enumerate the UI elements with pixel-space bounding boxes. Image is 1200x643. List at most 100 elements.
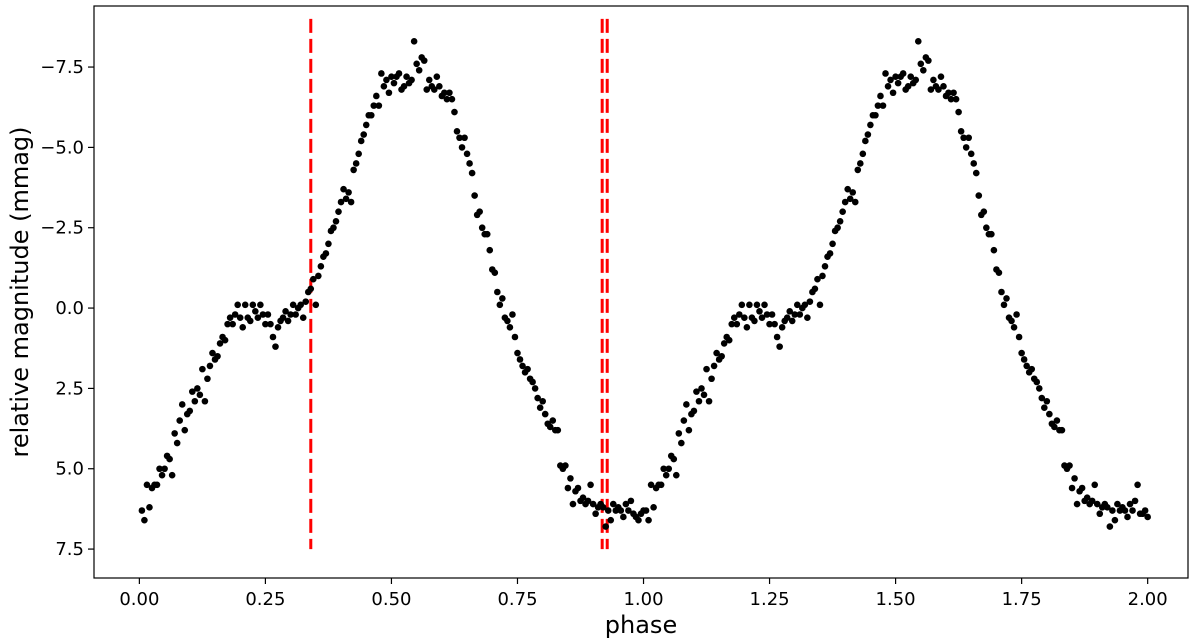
data-point [466, 160, 473, 167]
data-point [650, 504, 657, 511]
data-point [196, 391, 204, 399]
data-point [1035, 385, 1043, 392]
data-point [161, 465, 168, 473]
data-point [756, 307, 763, 315]
data-point [403, 73, 410, 80]
data-point [925, 57, 932, 64]
data-point [872, 111, 879, 119]
data-point [690, 407, 698, 415]
data-point [965, 134, 972, 142]
data-point [267, 320, 274, 328]
x-tick-label: 0.25 [245, 589, 285, 610]
y-axis-label: relative magnitude (mmag) [6, 126, 34, 457]
data-point [670, 455, 678, 463]
data-point [509, 311, 516, 318]
data-point [388, 73, 395, 80]
data-point [564, 484, 572, 492]
data-point [736, 311, 743, 318]
data-point [191, 397, 199, 405]
data-point [718, 352, 725, 360]
data-point [491, 269, 499, 277]
y-tick-label: −7.5 [40, 57, 84, 78]
data-point [647, 481, 655, 489]
data-point [292, 311, 299, 318]
data-point [1028, 365, 1036, 373]
data-point [1053, 417, 1061, 424]
data-point [960, 134, 967, 142]
data-point [819, 272, 826, 280]
data-point [738, 301, 746, 309]
data-point [549, 417, 557, 424]
vertical-marker-lines [309, 18, 609, 550]
data-point [927, 86, 935, 93]
data-point [332, 218, 340, 225]
data-point [342, 195, 350, 203]
data-point [194, 385, 201, 392]
data-point [249, 301, 257, 309]
data-point [1023, 362, 1030, 370]
data-point [998, 288, 1005, 296]
data-point [496, 301, 504, 309]
data-point [425, 76, 433, 84]
data-point [1051, 423, 1058, 431]
data-point [1013, 311, 1020, 318]
data-point [461, 134, 468, 142]
data-point [171, 430, 178, 437]
data-point [206, 362, 214, 370]
data-point [224, 320, 231, 328]
data-point [617, 507, 625, 514]
data-point [814, 275, 821, 283]
data-point [362, 121, 370, 129]
y-tick-label: 5.0 [55, 459, 84, 480]
data-point [940, 83, 947, 90]
data-point [451, 108, 458, 116]
data-point [1088, 497, 1096, 505]
data-point [400, 83, 408, 90]
data-point [514, 349, 521, 357]
data-point [234, 301, 241, 309]
data-point [622, 500, 630, 508]
data-point [627, 497, 635, 505]
data-point [904, 83, 912, 90]
plot-area-frame [93, 5, 1189, 579]
x-tick-label: 0.75 [497, 589, 537, 610]
data-point [874, 102, 882, 109]
data-point [1134, 481, 1141, 489]
data-point [766, 320, 773, 328]
data-point [297, 301, 305, 309]
data-point [360, 131, 368, 138]
data-point [935, 86, 942, 93]
data-point [894, 79, 902, 87]
data-point [859, 150, 867, 158]
data-point [1091, 481, 1099, 489]
x-tick-label: 1.25 [750, 589, 790, 610]
data-point [1008, 317, 1015, 325]
x-axis-ticks: 0.00 0.25 0.50 0.75 1.00 1.25 1.50 1.75 2.00 [119, 578, 1168, 610]
data-point [229, 320, 236, 328]
data-point [914, 38, 922, 45]
data-point [657, 481, 665, 489]
data-point [771, 320, 778, 328]
data-point [456, 134, 463, 142]
data-point [441, 89, 448, 97]
data-point [453, 128, 461, 135]
data-point [554, 426, 562, 434]
data-point [887, 76, 894, 84]
data-point [592, 510, 599, 518]
data-point [423, 86, 431, 93]
data-point [541, 410, 549, 418]
data-point [713, 349, 720, 357]
data-point [776, 343, 783, 350]
data-point [1020, 356, 1028, 363]
data-point [1141, 507, 1149, 514]
data-point [680, 417, 688, 424]
data-point [620, 513, 627, 521]
data-point [983, 224, 990, 232]
data-point [947, 95, 955, 103]
data-point [844, 185, 851, 193]
data-point [259, 311, 267, 318]
x-tick-label: 1.50 [876, 589, 916, 610]
data-point [254, 314, 262, 322]
x-tick-label: 0.00 [119, 589, 159, 610]
